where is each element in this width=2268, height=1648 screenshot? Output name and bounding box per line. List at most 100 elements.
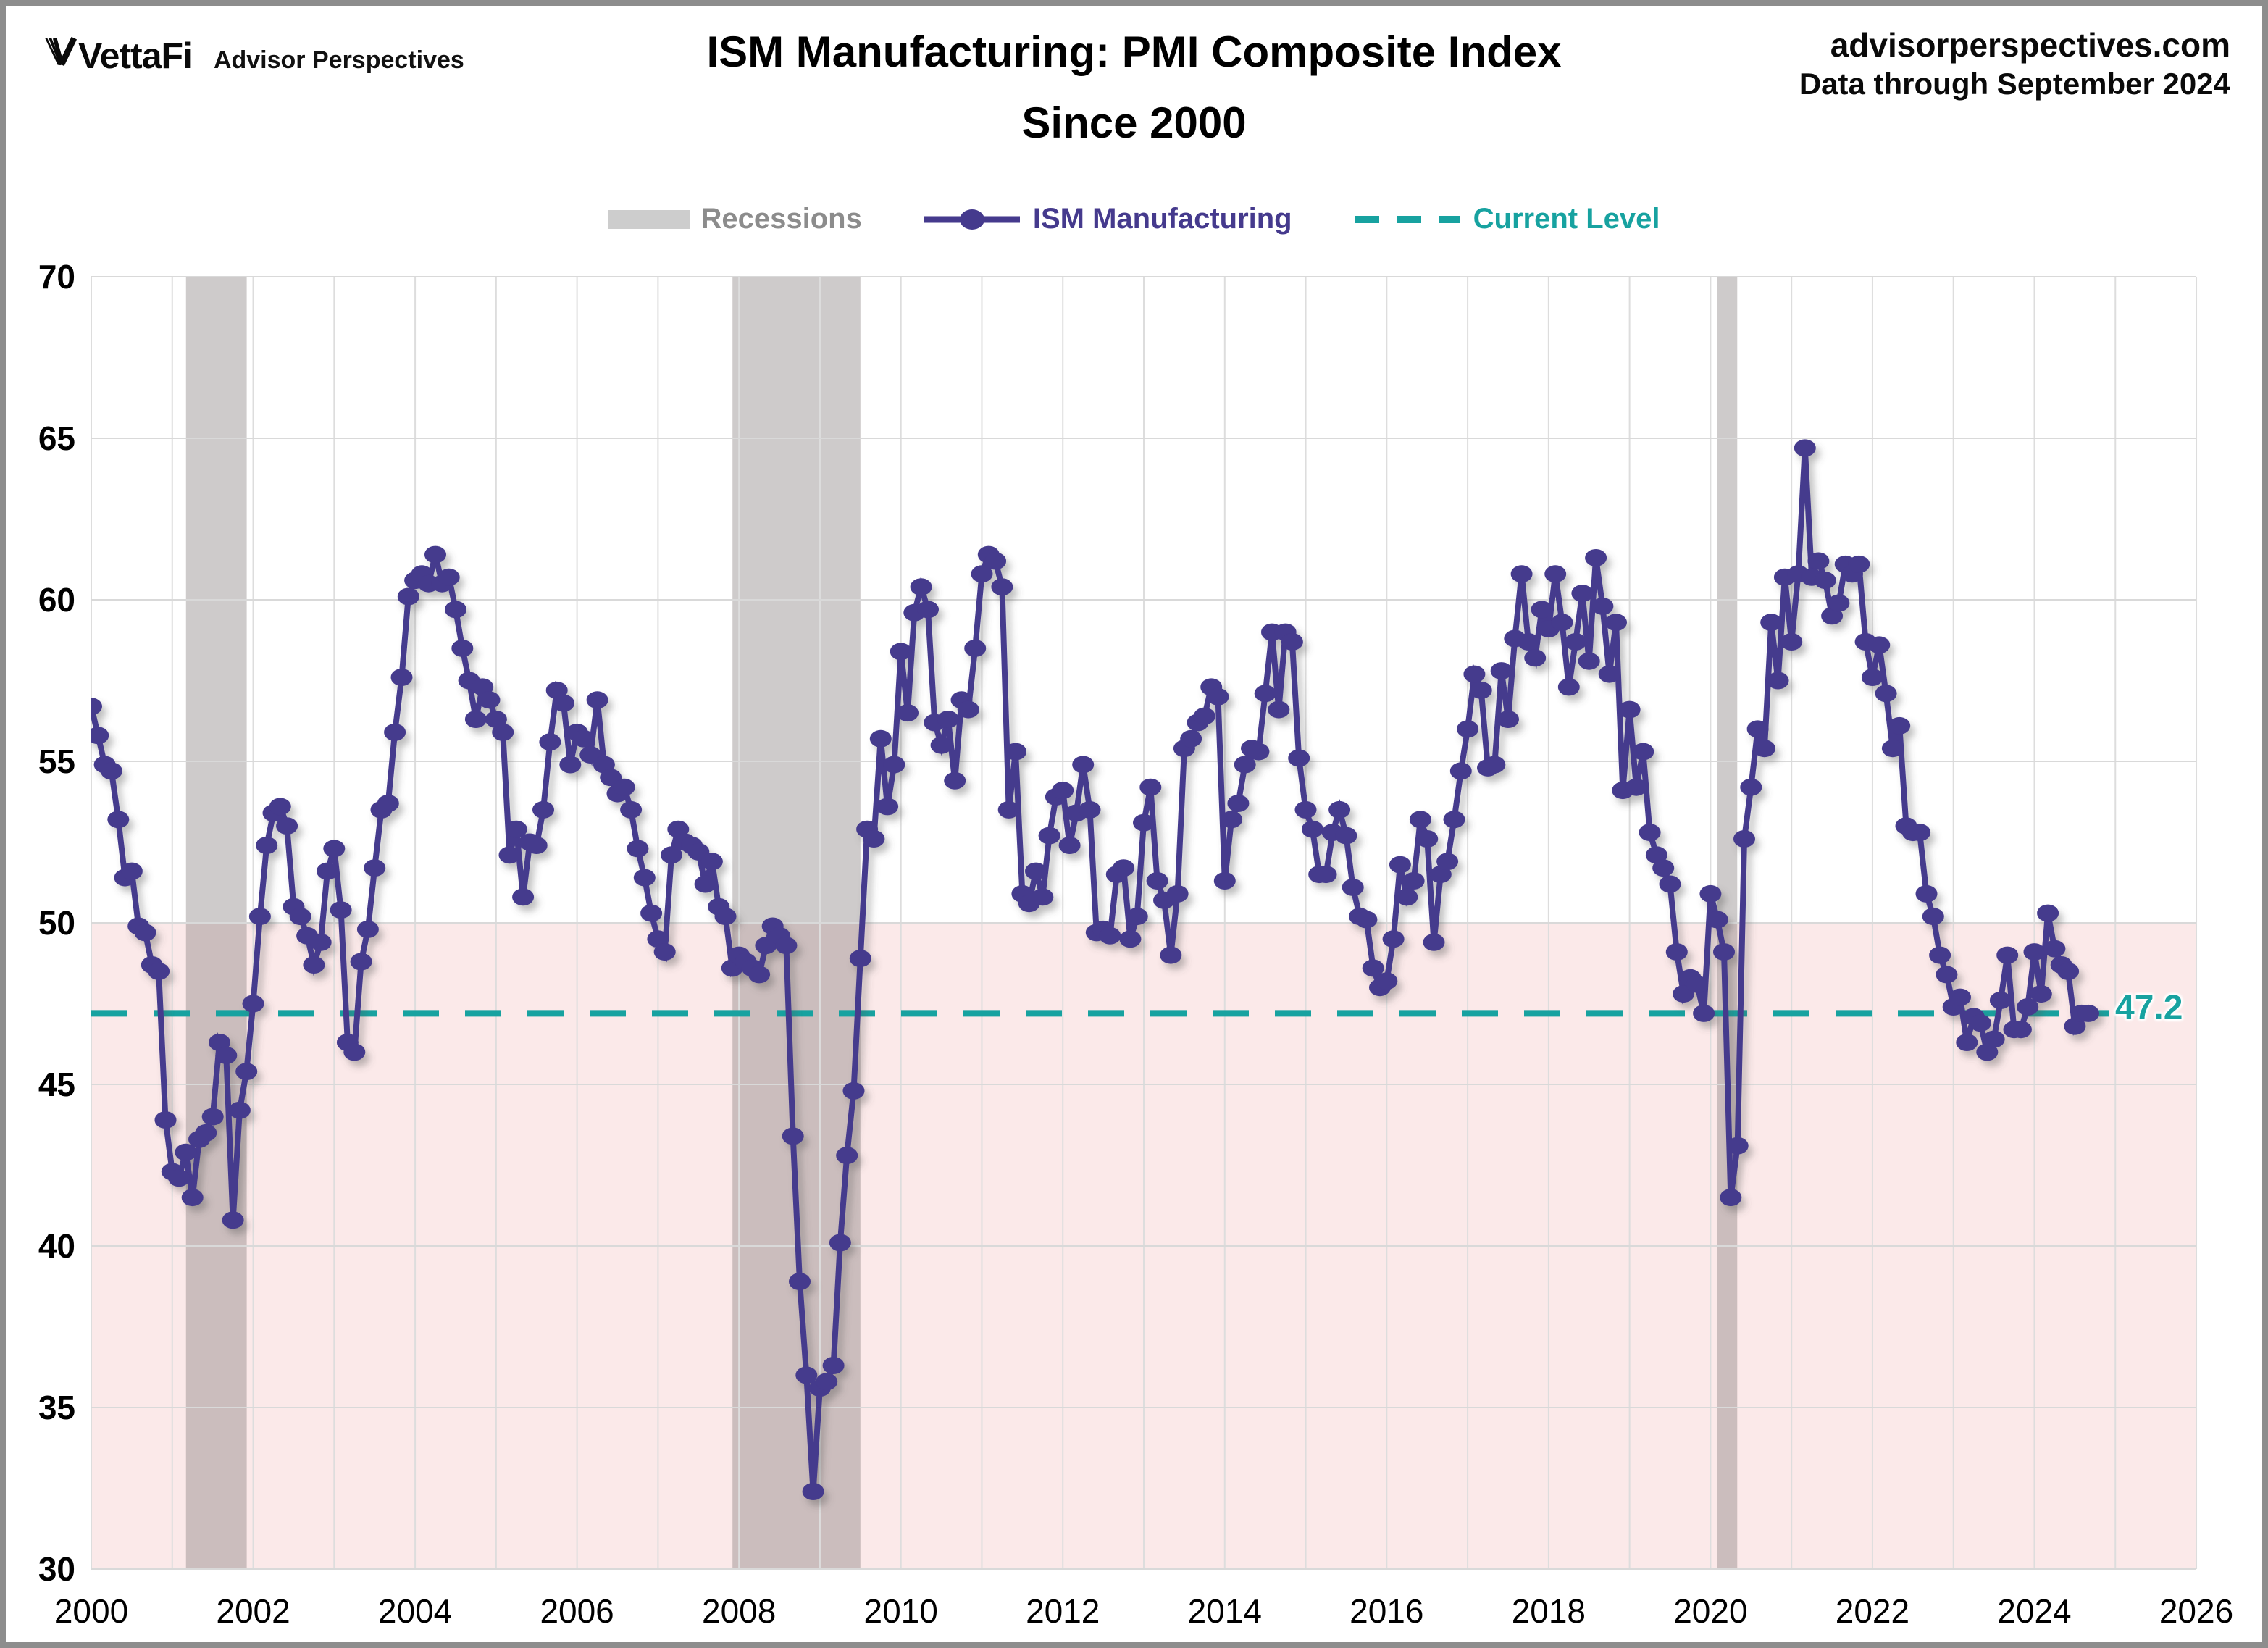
data-point-marker <box>148 962 170 980</box>
data-point-marker <box>971 565 993 583</box>
data-point-marker <box>829 1234 851 1252</box>
x-axis-tick-label: 2012 <box>1026 1592 1100 1630</box>
data-point-marker <box>1720 1189 1742 1207</box>
data-point-marker <box>505 820 527 838</box>
data-point-marker <box>1301 820 1323 838</box>
data-point-marker <box>1389 856 1411 874</box>
data-point-marker <box>1180 729 1202 748</box>
data-point-marker <box>1234 756 1256 774</box>
data-point-marker <box>1376 972 1398 990</box>
data-point-marker <box>661 846 682 864</box>
data-point-marker <box>1605 614 1627 632</box>
data-point-marker <box>323 840 346 858</box>
data-point-marker <box>1402 872 1425 890</box>
data-point-marker <box>1665 943 1688 961</box>
data-point-marker <box>384 723 406 741</box>
data-point-marker <box>1139 778 1162 796</box>
data-point-marker <box>1699 884 1722 903</box>
data-point-marker <box>1315 866 1337 884</box>
data-point-marker <box>1355 911 1378 929</box>
data-point-marker <box>195 1124 217 1142</box>
data-point-marker <box>248 908 271 926</box>
data-point-marker <box>1288 749 1310 767</box>
data-point-marker <box>424 545 446 564</box>
data-point-marker <box>134 924 156 942</box>
legend-ism-label: ISM Manufacturing <box>1032 203 1292 235</box>
data-point-marker <box>997 800 1020 819</box>
data-point-marker <box>700 853 723 871</box>
data-point-marker <box>1726 1137 1749 1155</box>
data-point-marker <box>303 956 325 974</box>
pmi-chart: 30 35 40 45 50 55 60 65 70 2000 2002 2004 2006 2008 20… <box>38 258 2233 1630</box>
data-point-marker <box>1753 740 1775 758</box>
data-point-marker <box>1423 933 1445 951</box>
y-axis-tick-label: 35 <box>38 1389 75 1426</box>
data-point-marker <box>1490 662 1512 680</box>
data-point-marker <box>1409 811 1431 829</box>
data-point-marker <box>1868 636 1891 654</box>
data-point-marker <box>377 795 399 812</box>
legend-recessions-label: Recessions <box>700 203 862 235</box>
recession-swatch-icon <box>608 209 690 229</box>
data-point-marker <box>2017 998 2039 1016</box>
data-point-marker <box>653 943 676 961</box>
data-point-marker <box>1328 800 1351 819</box>
data-point-marker <box>1989 992 2012 1009</box>
vettafi-brand: VettaFi <box>43 35 193 77</box>
x-axis-tick-label: 2010 <box>864 1592 938 1630</box>
data-point-marker <box>1227 795 1250 812</box>
data-point-marker <box>816 1373 838 1391</box>
data-point-marker <box>445 601 466 619</box>
data-point-marker <box>1058 837 1081 854</box>
data-point-marker <box>937 711 959 728</box>
legend: Recessions ISM Manufacturing Current Lev… <box>6 203 2262 235</box>
data-point-marker <box>1949 988 1971 1006</box>
data-point-marker <box>1436 853 1459 871</box>
data-point-marker <box>343 1043 366 1061</box>
data-point-marker <box>539 733 561 751</box>
data-point-marker <box>256 837 278 854</box>
ism-series <box>91 439 2099 1500</box>
data-point-marker <box>957 700 979 719</box>
y-axis-tick-label: 60 <box>38 581 75 619</box>
data-point-marker <box>1740 778 1762 796</box>
data-point-marker <box>1099 927 1121 945</box>
data-point-marker <box>930 736 953 754</box>
data-point-marker <box>1733 830 1755 848</box>
data-point-marker <box>775 937 798 955</box>
data-point-marker <box>350 953 372 971</box>
data-point-marker <box>464 711 487 728</box>
data-point-marker <box>572 729 595 748</box>
data-point-marker <box>1625 778 1647 796</box>
data-point-marker <box>1848 555 1870 573</box>
data-point-marker <box>1254 685 1276 703</box>
x-axis-tick-label: 2016 <box>1349 1592 1423 1630</box>
data-point-marker <box>1524 649 1547 667</box>
current-level-value: 47.2 <box>2115 989 2183 1027</box>
data-point-marker <box>317 862 338 880</box>
data-point-marker <box>1693 1004 1715 1022</box>
data-point-marker <box>215 1046 238 1064</box>
data-point-marker <box>890 643 912 661</box>
data-point-marker <box>1025 862 1047 880</box>
data-point-marker <box>1557 678 1580 696</box>
data-point-marker <box>364 859 386 877</box>
y-axis-tick-label: 40 <box>38 1227 75 1265</box>
data-point-marker <box>1463 665 1486 683</box>
data-point-marker <box>1470 681 1492 699</box>
y-axis-tick-label: 70 <box>38 258 75 296</box>
data-point-marker <box>1861 669 1883 686</box>
data-point-marker <box>235 1063 258 1081</box>
data-point-marker <box>1970 1014 1991 1032</box>
data-point-marker <box>397 587 419 606</box>
data-point-marker <box>1038 827 1060 845</box>
data-point-marker <box>276 817 298 835</box>
data-point-marker <box>1362 959 1384 977</box>
x-axis-tick-label: 2026 <box>2159 1592 2233 1630</box>
data-point-marker <box>1544 565 1567 583</box>
data-point-marker <box>1713 943 1735 961</box>
data-point-marker <box>1875 685 1897 703</box>
data-point-marker <box>1133 813 1155 832</box>
line-marker-icon <box>924 209 1020 230</box>
data-point-marker <box>1072 756 1095 774</box>
